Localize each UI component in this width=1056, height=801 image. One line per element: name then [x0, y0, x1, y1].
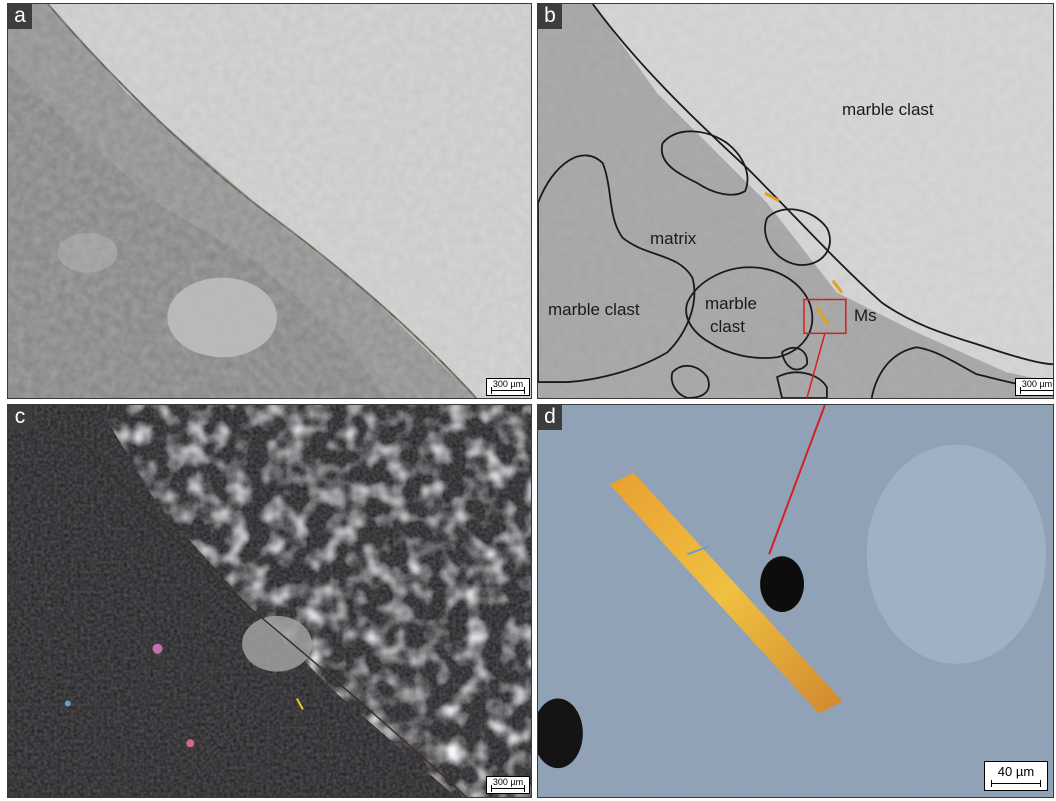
callout-line-lower [768, 405, 826, 555]
muscovite-crystal [609, 472, 843, 714]
scale-bar-b-label: 300 µm [1021, 379, 1053, 389]
panel-label-d: d [538, 405, 562, 430]
scale-bar-a: 300 µm [486, 378, 530, 396]
scale-bar-a-label: 300 µm [492, 379, 524, 389]
scale-bar-d-label: 40 µm [997, 764, 1035, 779]
micrograph-b [538, 4, 1053, 398]
muscovite-grain-2 [764, 191, 780, 203]
label-marble-clast-left: marble clast [548, 300, 640, 319]
dark-inclusion [760, 556, 804, 612]
panel-d: d 40 µm [537, 404, 1054, 798]
label-marble-clast-top: marble clast [842, 100, 934, 119]
muscovite-grain-1 [815, 306, 831, 327]
scale-bar-b: 300 µm [1015, 378, 1053, 396]
micrograph-c [8, 405, 531, 797]
callout-line-upper [806, 333, 826, 398]
scale-bar-c-label: 300 µm [492, 777, 524, 787]
micrograph-d [538, 405, 1053, 797]
scale-bar-c: 300 µm [486, 776, 530, 794]
panel-b: b marble clast matrix marble clast marbl… [537, 3, 1054, 399]
clast-outline-small [764, 208, 831, 266]
panel-label-a: a [8, 4, 32, 29]
clast-outline-upper [660, 130, 749, 196]
panel-label-c: c [8, 405, 32, 430]
muscovite-grain-3 [831, 279, 844, 294]
micrograph-a [8, 4, 531, 398]
shear-boundary [592, 4, 1053, 366]
scale-bar-d: 40 µm [984, 761, 1048, 791]
panel-label-b: b [538, 4, 562, 29]
label-marble-clast-center-line1: marble [705, 294, 757, 313]
panel-a: a 300 µm [7, 3, 532, 399]
label-matrix: matrix [650, 229, 697, 248]
clast-outline-left [538, 154, 696, 383]
panel-c: c 300 µm [7, 404, 532, 798]
label-marble-clast-center-line2: clast [710, 317, 745, 336]
label-ms: Ms [854, 306, 877, 325]
